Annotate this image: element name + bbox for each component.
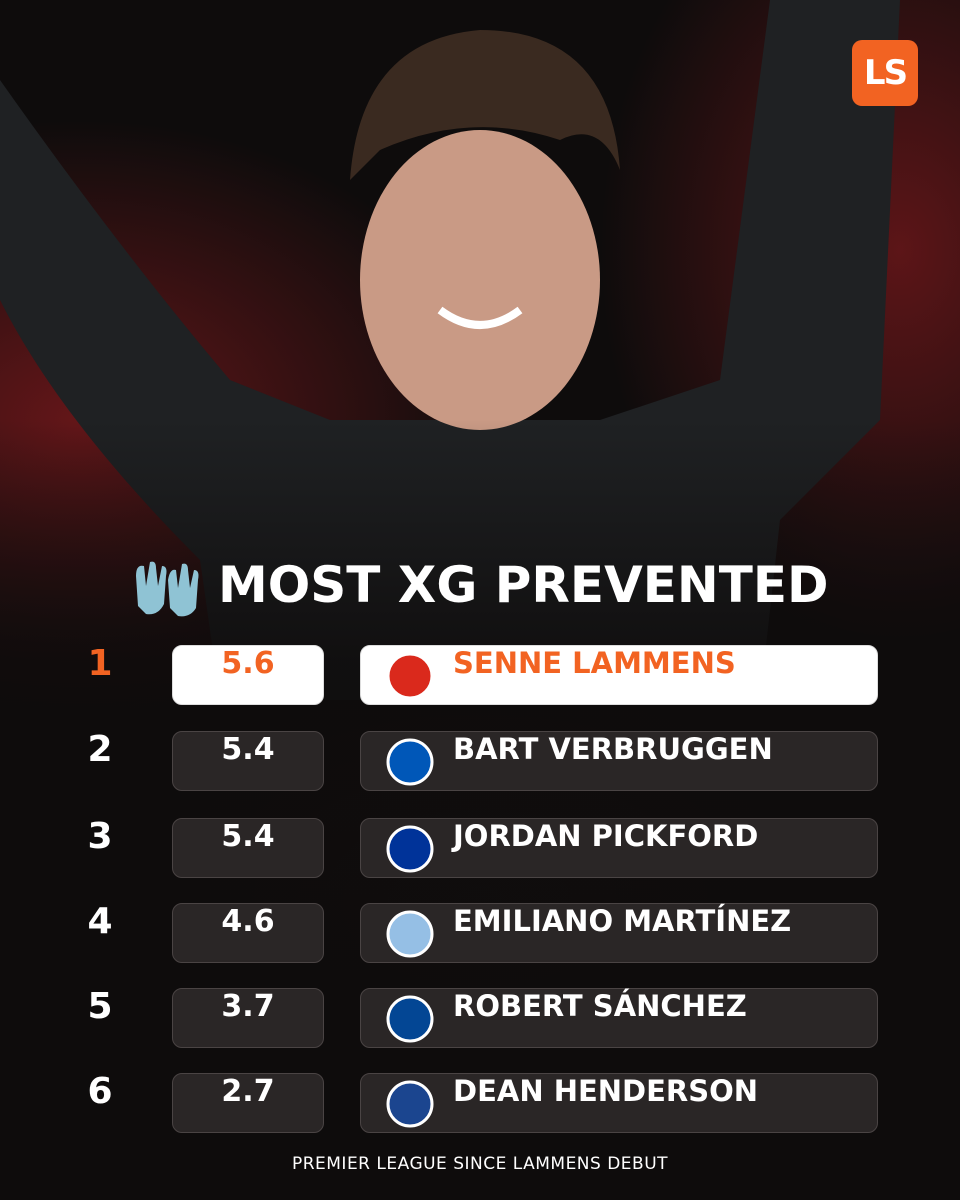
xg-value: 2.7: [172, 1073, 324, 1133]
player-name: DEAN HENDERSON: [453, 1074, 759, 1108]
footer-note: PREMIER LEAGUE SINCE LAMMENS DEBUT: [291, 1154, 669, 1174]
player-box: ROBERT SÁNCHEZ: [360, 988, 878, 1048]
player-name: EMILIANO MARTÍNEZ: [453, 904, 792, 938]
player-box: EMILIANO MARTÍNEZ: [360, 903, 878, 963]
ranking-row: 3 5.4 JORDAN PICKFORD: [0, 816, 960, 880]
player-name: SENNE LAMMENS: [453, 646, 736, 680]
rank: 4: [87, 901, 113, 942]
ranking-row: 4 4.6 EMILIANO MARTÍNEZ: [0, 901, 960, 965]
xg-value: 4.6: [172, 903, 324, 963]
player-name: ROBERT SÁNCHEZ: [453, 989, 747, 1023]
brand-logo: LS: [852, 40, 918, 106]
rank: 5: [87, 986, 113, 1027]
player-box: DEAN HENDERSON: [360, 1073, 878, 1133]
club-badge: [386, 825, 434, 873]
ranking-row: 2 5.4 BART VERBRUGGEN: [0, 729, 960, 793]
club-badge: [386, 1080, 434, 1128]
player-name: JORDAN PICKFORD: [453, 819, 759, 853]
player-name: BART VERBRUGGEN: [453, 732, 773, 766]
rank: 2: [87, 729, 113, 770]
rank: 6: [87, 1071, 113, 1112]
club-badge: [386, 995, 434, 1043]
club-badge: [386, 910, 434, 958]
xg-value: 5.4: [172, 731, 324, 791]
ranking-row: 6 2.7 DEAN HENDERSON: [0, 1071, 960, 1135]
xg-value: 5.4: [172, 818, 324, 878]
ranking-row: 1 5.6 SENNE LAMMENS: [0, 643, 960, 707]
xg-value: 3.7: [172, 988, 324, 1048]
player-box: BART VERBRUGGEN: [360, 731, 878, 791]
club-badge: [386, 652, 434, 700]
xg-value: 5.6: [172, 645, 324, 705]
rank: 3: [87, 816, 113, 857]
ranking-row: 5 3.7 ROBERT SÁNCHEZ: [0, 986, 960, 1050]
player-box: JORDAN PICKFORD: [360, 818, 878, 878]
player-box: SENNE LAMMENS: [360, 645, 878, 705]
title: MOST XG PREVENTED: [218, 556, 829, 614]
club-badge: [386, 738, 434, 786]
gloves-icon: [136, 561, 199, 617]
rank: 1: [87, 643, 113, 684]
